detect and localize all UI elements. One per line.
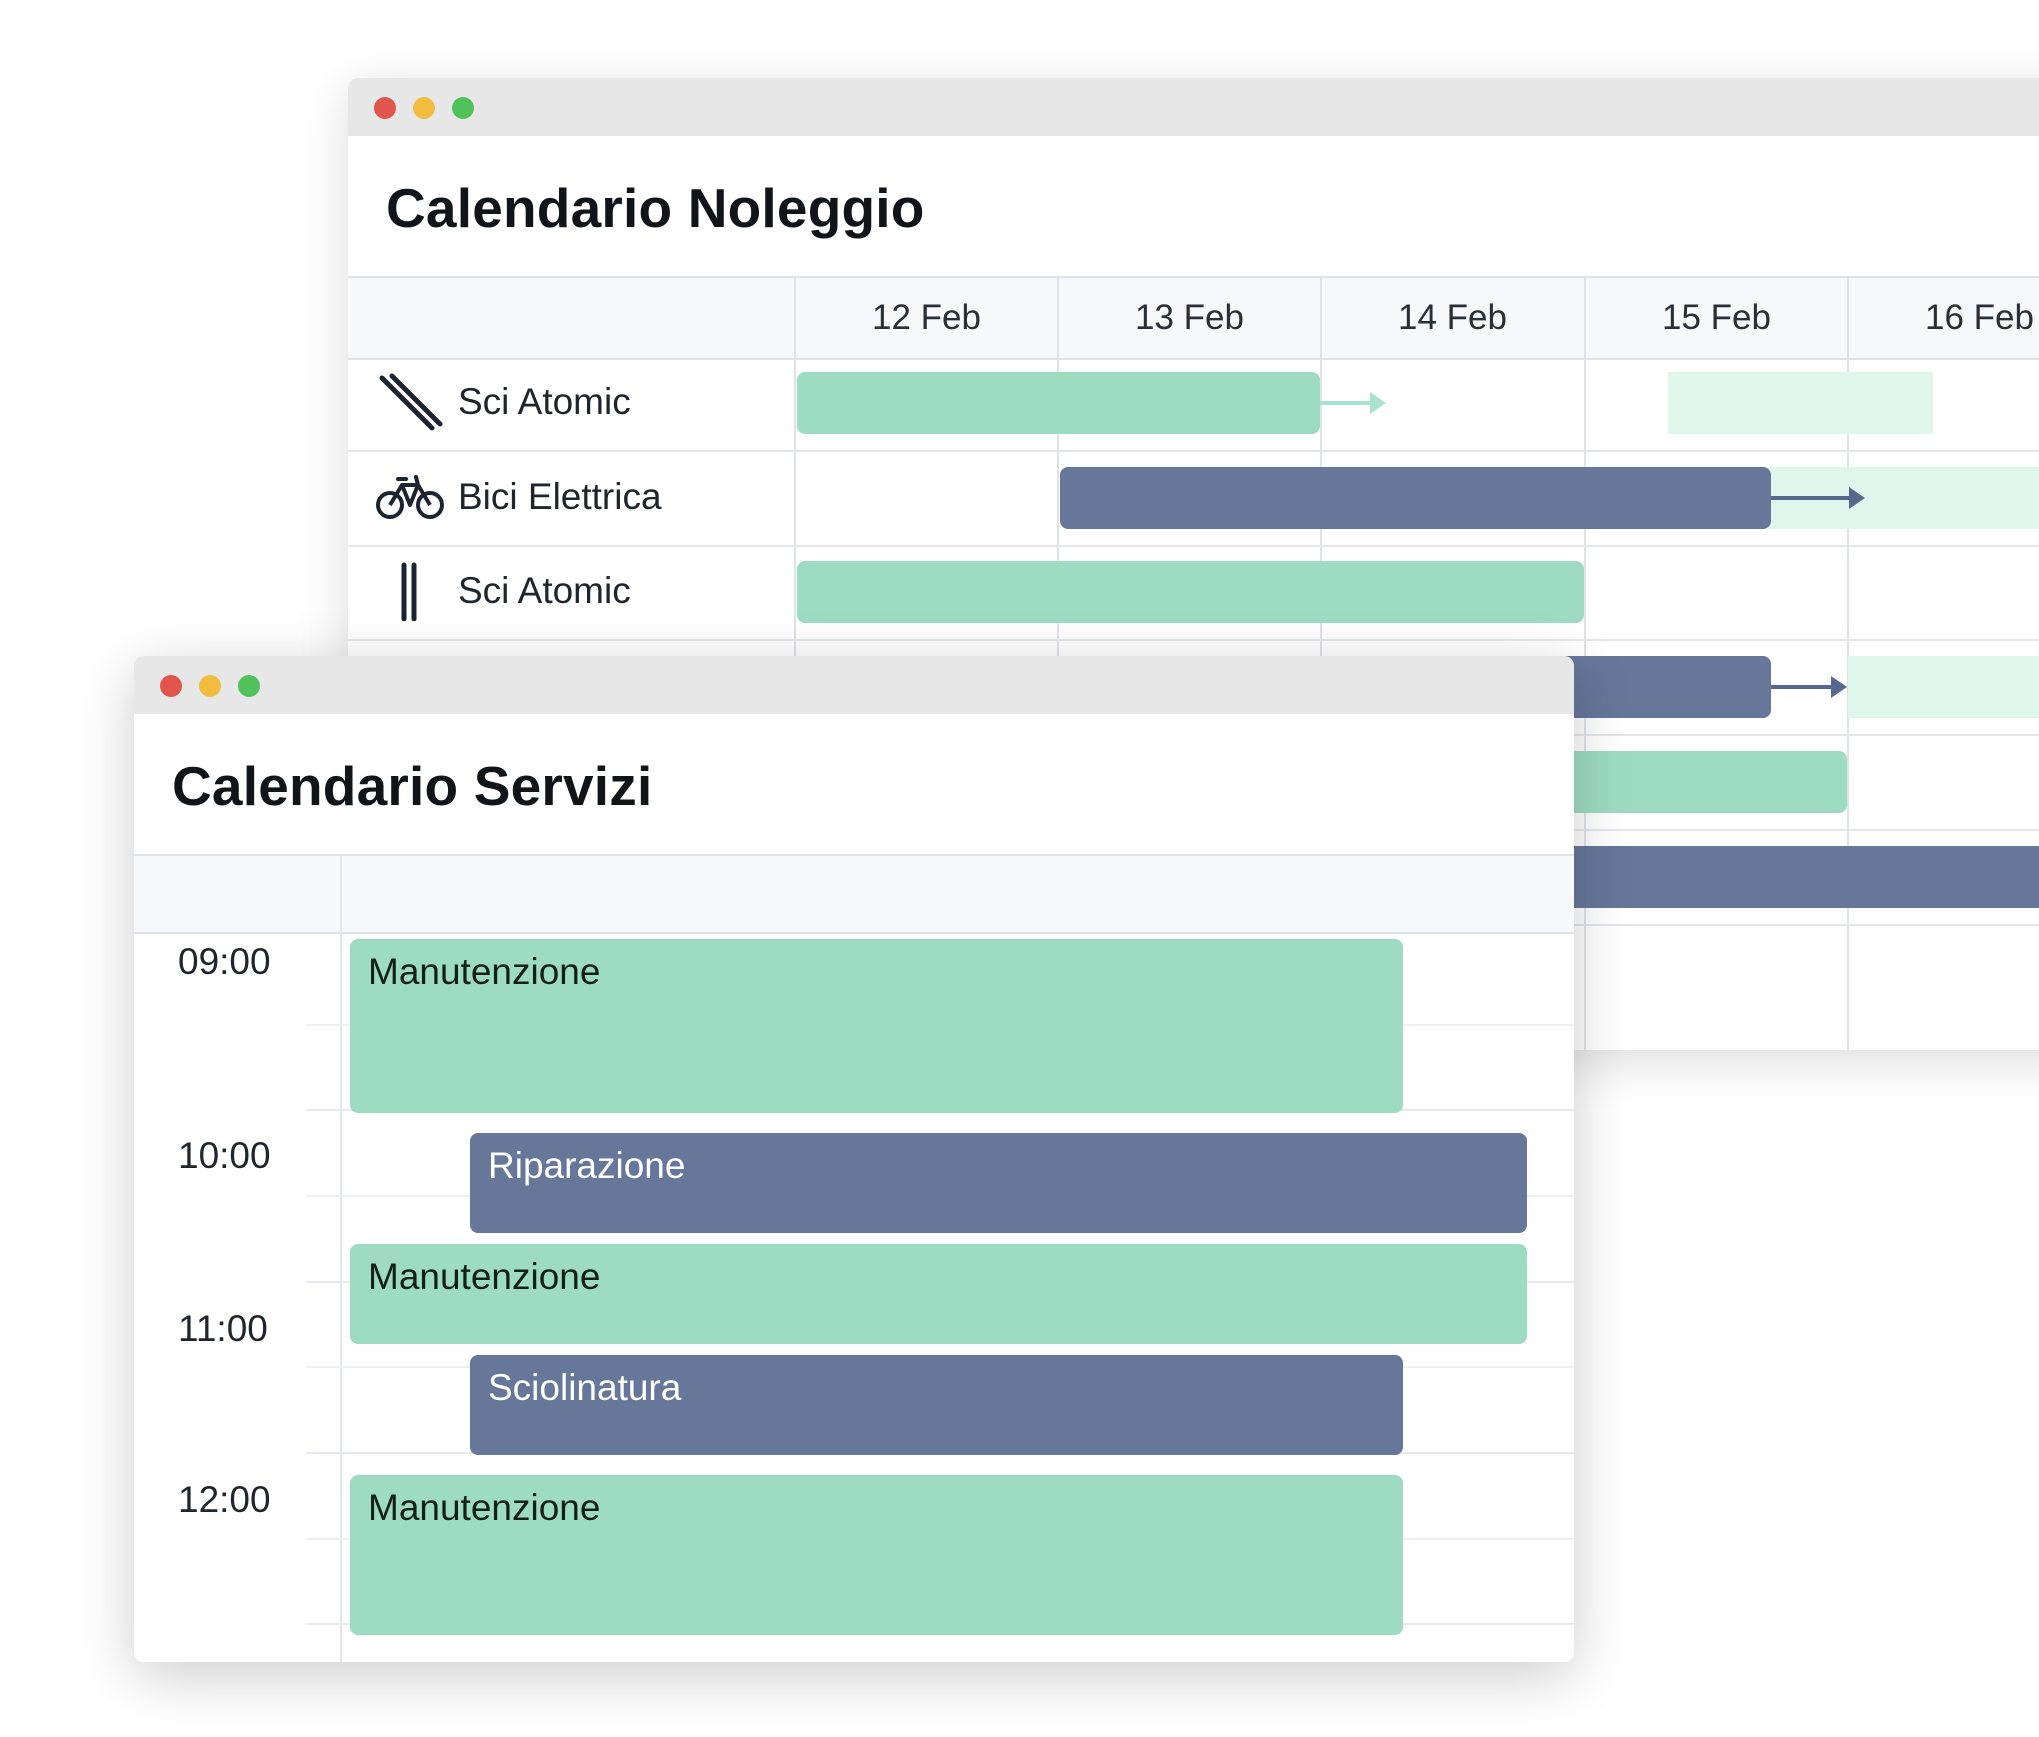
row-divider <box>348 450 2039 452</box>
page-title: Calendario Servizi <box>172 755 653 817</box>
close-window-button[interactable] <box>374 97 396 119</box>
extend-arrow-icon <box>1771 676 1847 698</box>
time-slot-label: 09:00 <box>178 941 271 982</box>
service-event[interactable]: Manutenzione <box>350 1244 1527 1344</box>
bicycle-icon <box>376 475 444 519</box>
window-titlebar <box>134 656 1574 714</box>
minimize-window-button[interactable] <box>199 675 221 697</box>
maximize-window-button[interactable] <box>238 675 260 697</box>
row-divider <box>348 545 2039 547</box>
time-slot-label: 10:00 <box>178 1135 271 1176</box>
booking-bar[interactable] <box>797 372 1320 434</box>
extend-arrow-icon <box>1320 392 1386 414</box>
maximize-window-button[interactable] <box>452 97 474 119</box>
close-window-button[interactable] <box>160 675 182 697</box>
resource-label: Sci Atomic <box>458 570 631 611</box>
service-event[interactable]: Manutenzione <box>350 939 1403 1113</box>
date-column-header[interactable]: 15 Feb <box>1662 298 1771 337</box>
schedule-header-row <box>134 854 1574 934</box>
time-column-divider <box>340 854 342 1662</box>
resource-label: Bici Elettrica <box>458 476 662 517</box>
ski-pole-icon <box>401 562 417 621</box>
extend-arrow-icon <box>1771 487 1865 509</box>
row-divider <box>348 639 2039 641</box>
service-event[interactable]: Manutenzione <box>350 1475 1403 1635</box>
booking-bar[interactable] <box>797 561 1584 623</box>
booking-bar[interactable] <box>1060 467 1771 529</box>
service-event[interactable]: Sciolinatura <box>470 1355 1403 1455</box>
extension-bar[interactable] <box>1668 372 1933 434</box>
gantt-header-row: 12 Feb 13 Feb 14 Feb 15 Feb 16 Feb <box>348 276 2039 360</box>
window-titlebar <box>348 78 2039 136</box>
date-column-header[interactable]: 13 Feb <box>1135 298 1244 337</box>
time-slot-label: 12:00 <box>178 1479 271 1520</box>
minimize-window-button[interactable] <box>413 97 435 119</box>
date-column-header[interactable]: 16 Feb <box>1925 298 2034 337</box>
services-schedule: 09:00 10:00 11:00 12:00 Manutenzione Rip… <box>134 854 1574 1662</box>
time-slot-label: 11:00 <box>178 1308 268 1349</box>
page-title: Calendario Noleggio <box>386 177 925 239</box>
extension-bar[interactable] <box>1848 656 2039 718</box>
services-calendar-window: Calendario Servizi 09:00 10:00 11:00 12:… <box>134 656 1574 1662</box>
ski-icon <box>379 373 443 431</box>
service-event[interactable]: Riparazione <box>470 1133 1527 1233</box>
date-column-header[interactable]: 14 Feb <box>1398 298 1507 337</box>
date-column-header[interactable]: 12 Feb <box>872 298 981 337</box>
resource-label: Sci Atomic <box>458 381 631 422</box>
